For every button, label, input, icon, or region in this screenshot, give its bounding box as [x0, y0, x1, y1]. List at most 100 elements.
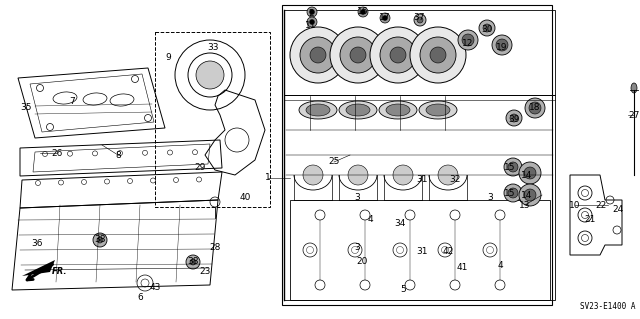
Circle shape	[519, 162, 541, 184]
Text: 27: 27	[628, 110, 640, 120]
Ellipse shape	[631, 83, 637, 93]
Text: 24: 24	[612, 205, 623, 214]
Ellipse shape	[299, 101, 337, 119]
Text: 15: 15	[504, 189, 516, 197]
Text: 28: 28	[209, 243, 221, 253]
Text: 16: 16	[357, 8, 369, 17]
Circle shape	[430, 47, 446, 63]
Circle shape	[393, 165, 413, 185]
Text: 40: 40	[239, 192, 251, 202]
Text: 33: 33	[207, 42, 219, 51]
Circle shape	[186, 255, 200, 269]
Text: 42: 42	[442, 248, 454, 256]
Circle shape	[410, 27, 466, 83]
Circle shape	[390, 47, 406, 63]
Ellipse shape	[339, 101, 377, 119]
Text: 22: 22	[595, 201, 607, 210]
Text: 12: 12	[462, 40, 474, 48]
Text: 37: 37	[413, 13, 425, 23]
Circle shape	[420, 37, 456, 73]
Text: 17: 17	[380, 13, 391, 23]
Text: 43: 43	[149, 284, 161, 293]
Text: 31: 31	[416, 248, 428, 256]
Text: 3: 3	[487, 194, 493, 203]
Text: 30: 30	[481, 26, 493, 34]
Circle shape	[508, 188, 518, 198]
Circle shape	[93, 233, 107, 247]
Ellipse shape	[386, 104, 410, 116]
Text: 10: 10	[569, 201, 580, 210]
Text: 25: 25	[328, 158, 340, 167]
Text: 6: 6	[137, 293, 143, 302]
Circle shape	[190, 259, 196, 265]
Circle shape	[524, 167, 536, 179]
Text: 18: 18	[529, 103, 541, 113]
Text: 41: 41	[456, 263, 468, 272]
Circle shape	[303, 165, 323, 185]
Circle shape	[380, 13, 390, 23]
Circle shape	[310, 19, 314, 25]
Ellipse shape	[426, 104, 450, 116]
Text: 35: 35	[20, 103, 32, 113]
Circle shape	[307, 7, 317, 17]
Text: FR.: FR.	[52, 268, 67, 277]
Ellipse shape	[306, 104, 330, 116]
Text: 29: 29	[195, 162, 205, 172]
Circle shape	[310, 47, 326, 63]
Text: 4: 4	[367, 216, 373, 225]
Text: 39: 39	[508, 115, 520, 124]
Circle shape	[483, 24, 491, 32]
Text: 23: 23	[199, 268, 211, 277]
Circle shape	[348, 165, 368, 185]
Circle shape	[360, 10, 365, 14]
Ellipse shape	[379, 101, 417, 119]
Circle shape	[310, 10, 314, 14]
Text: 3: 3	[354, 194, 360, 203]
Circle shape	[524, 189, 536, 201]
Circle shape	[506, 110, 522, 126]
Text: SV23-E1400 A: SV23-E1400 A	[579, 302, 635, 311]
Bar	[282, 5, 552, 305]
Text: 15: 15	[504, 164, 516, 173]
Circle shape	[417, 17, 423, 23]
Circle shape	[458, 30, 478, 50]
Circle shape	[525, 98, 545, 118]
Text: 14: 14	[522, 190, 532, 199]
Circle shape	[307, 17, 317, 27]
Circle shape	[438, 165, 458, 185]
Circle shape	[479, 20, 495, 36]
Text: 8: 8	[115, 151, 121, 160]
Text: 38: 38	[188, 256, 199, 265]
Circle shape	[529, 102, 541, 114]
Circle shape	[510, 114, 518, 122]
Text: 26: 26	[51, 149, 63, 158]
Text: 13: 13	[519, 201, 531, 210]
Circle shape	[97, 237, 103, 243]
Circle shape	[358, 7, 368, 17]
Text: 4: 4	[497, 261, 503, 270]
Circle shape	[196, 61, 224, 89]
Circle shape	[330, 27, 386, 83]
Text: 32: 32	[449, 175, 461, 184]
Circle shape	[414, 14, 426, 26]
Text: 31: 31	[416, 175, 428, 184]
Polygon shape	[22, 260, 55, 276]
Ellipse shape	[346, 104, 370, 116]
Ellipse shape	[419, 101, 457, 119]
Bar	[155, 32, 270, 207]
Text: 9: 9	[165, 53, 171, 62]
Circle shape	[492, 35, 512, 55]
Circle shape	[519, 184, 541, 206]
Circle shape	[504, 158, 522, 176]
Text: 5: 5	[400, 286, 406, 294]
Text: 36: 36	[31, 240, 43, 249]
Circle shape	[300, 37, 336, 73]
Text: 2: 2	[308, 9, 314, 18]
Text: 11: 11	[305, 20, 317, 29]
Circle shape	[504, 184, 522, 202]
Circle shape	[508, 162, 518, 172]
Text: 20: 20	[356, 257, 368, 266]
Circle shape	[380, 37, 416, 73]
Circle shape	[370, 27, 426, 83]
Circle shape	[350, 47, 366, 63]
